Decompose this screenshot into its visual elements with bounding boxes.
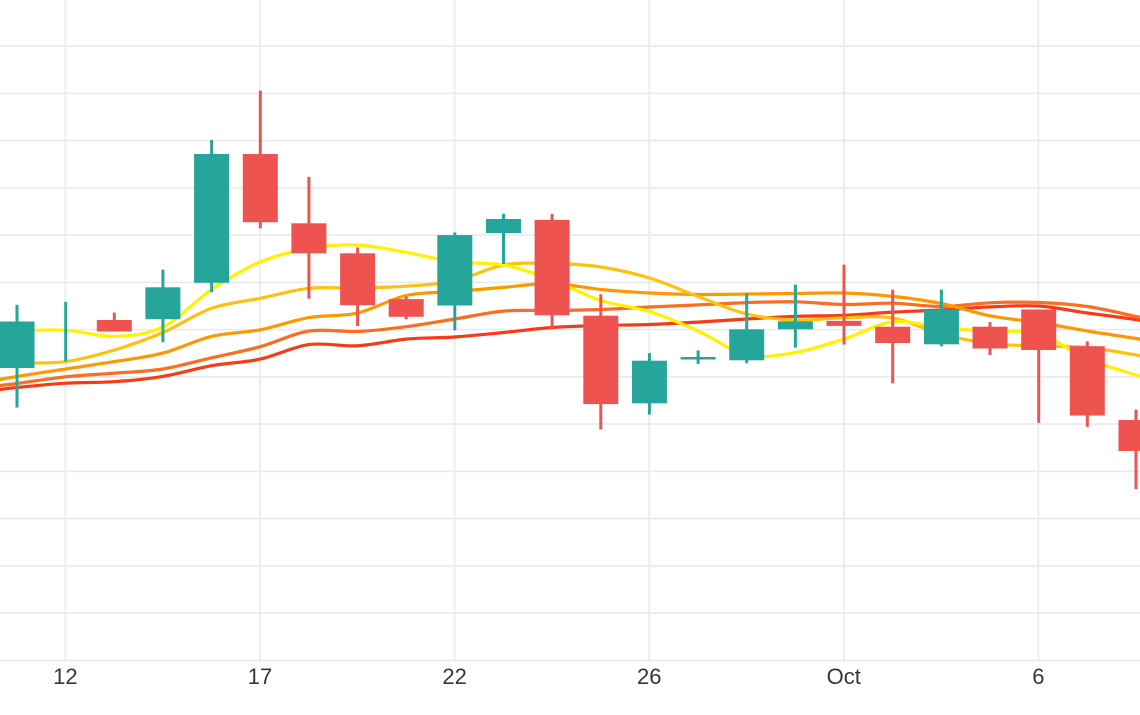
svg-text:6: 6 [1032, 664, 1044, 689]
svg-text:Oct: Oct [827, 664, 861, 689]
svg-text:26: 26 [637, 664, 661, 689]
svg-text:17: 17 [248, 664, 272, 689]
svg-text:12: 12 [53, 664, 77, 689]
svg-text:22: 22 [442, 664, 466, 689]
